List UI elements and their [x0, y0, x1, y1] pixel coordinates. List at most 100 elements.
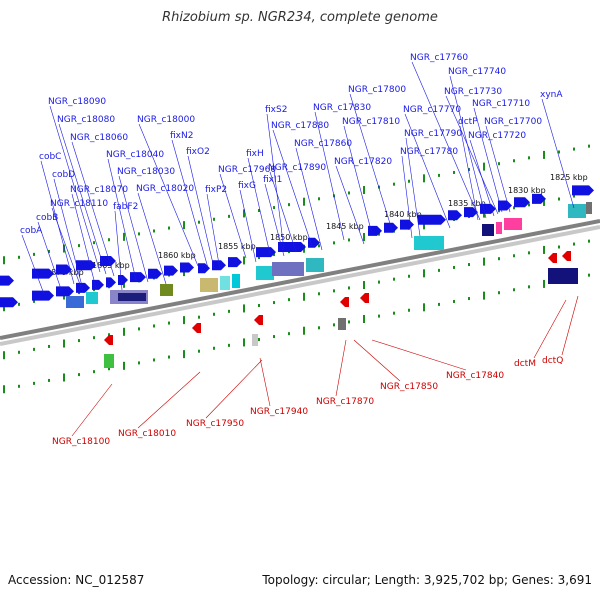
gene-label-cobb[interactable]: cobB — [36, 213, 58, 223]
gene-leader-line — [118, 175, 149, 283]
feature-box — [118, 293, 146, 301]
gene-label-fixp2[interactable]: fixP2 — [205, 185, 227, 195]
gene-label-ngr_c17830[interactable]: NGR_c17830 — [313, 103, 371, 113]
feature-box — [272, 262, 304, 276]
gene-leader-line — [272, 129, 313, 247]
gene-label-ngr_c17710[interactable]: NGR_c17710 — [472, 99, 530, 109]
gene-label-ngr_c17700[interactable]: NGR_c17700 — [484, 117, 542, 127]
bottom-gene-labels: dctQ dctM NGR_c17840 NGR_c17850 NGR_c17870 NG… — [52, 295, 579, 447]
forward-gene-arrow — [498, 200, 512, 211]
gene-leader-line — [219, 173, 247, 259]
forward-gene-arrow — [368, 225, 382, 236]
gene-leader-line — [335, 339, 347, 397]
gene-label-dctp[interactable]: dctP — [458, 117, 478, 127]
reverse-gene-arrow — [340, 297, 349, 307]
scale-label: 1825 kbp — [550, 173, 588, 182]
gene-leader-line — [269, 171, 297, 253]
forward-gene-arrow — [76, 282, 90, 293]
gene-leader-line — [58, 123, 107, 275]
gene-label-ngr_c17870[interactable]: NGR_c17870 — [316, 397, 374, 407]
gene-label-cobc[interactable]: cobC — [39, 152, 61, 162]
gene-label-ngr_c18010[interactable]: NGR_c18010 — [118, 429, 176, 439]
gene-leader-line — [53, 178, 83, 287]
forward-gene-arrow — [92, 279, 104, 290]
forward-gene-arrow — [198, 263, 210, 274]
gene-label-coba[interactable]: cobA — [20, 226, 43, 236]
gene-leader-line — [335, 165, 365, 245]
gene-leader-line — [449, 75, 487, 219]
gene-label-ngr_c17960[interactable]: NGR_c17960 — [218, 165, 276, 175]
gene-label-ngr_c17850[interactable]: NGR_c17850 — [380, 382, 438, 392]
gene-label-ngr_c18020[interactable]: NGR_c18020 — [136, 184, 194, 194]
gene-label-ngr_c17740[interactable]: NGR_c17740 — [448, 67, 506, 77]
gene-label-ngr_c18030[interactable]: NGR_c18030 — [117, 167, 175, 177]
gene-label-fixo2[interactable]: fixO2 — [186, 147, 210, 157]
gene-label-ngr_c18040[interactable]: NGR_c18040 — [106, 150, 164, 160]
gene-leader-line — [259, 357, 271, 407]
feature-box — [306, 258, 324, 272]
scale-label: 1840 kbp — [384, 210, 422, 219]
gene-label-fixh[interactable]: fixH — [246, 149, 264, 159]
gene-label-ngr_c17800[interactable]: NGR_c17800 — [348, 85, 406, 95]
gene-leader-line — [205, 359, 263, 419]
gene-label-ngr_c17840[interactable]: NGR_c17840 — [446, 371, 504, 381]
forward-gene-arrow — [180, 262, 194, 273]
gene-label-fixs2[interactable]: fixS2 — [265, 105, 287, 115]
gene-label-fabf2[interactable]: fabF2 — [113, 202, 138, 212]
gene-leader-line — [405, 137, 421, 237]
map-title: Rhizobium sp. NGR234, complete genome — [162, 10, 438, 25]
gene-label-fixi1[interactable]: fixI1 — [263, 175, 282, 185]
gene-leader-line — [561, 295, 579, 356]
feature-box — [86, 292, 98, 304]
feature-box — [200, 278, 218, 292]
tick-row-lower — [3, 239, 590, 360]
gene-label-ngr_c17940[interactable]: NGR_c17940 — [250, 407, 308, 417]
gene-label-ngr_c17860[interactable]: NGR_c17860 — [294, 139, 352, 149]
backbone-line — [0, 219, 600, 340]
gene-leader-line — [137, 371, 201, 429]
gene-label-dctq[interactable]: dctQ — [542, 356, 563, 366]
gene-leader-line — [21, 234, 45, 295]
gene-label-ngr_c18100[interactable]: NGR_c18100 — [52, 437, 110, 447]
gene-label-ngr_c18000[interactable]: NGR_c18000 — [137, 115, 195, 125]
gene-leader-line — [485, 125, 511, 213]
forward-gene-arrow — [148, 268, 162, 279]
gene-leader-line — [445, 95, 499, 215]
gene-label-ngr_c18070[interactable]: NGR_c18070 — [70, 185, 128, 195]
reverse-genes — [104, 251, 571, 345]
gene-label-ngr_c18090[interactable]: NGR_c18090 — [48, 97, 106, 107]
gene-leader-line — [459, 125, 479, 221]
gene-label-ngr_c17780[interactable]: NGR_c17780 — [400, 147, 458, 157]
reverse-gene-arrow — [360, 293, 369, 303]
gene-leader-line — [239, 189, 257, 263]
forward-gene-arrow — [0, 297, 18, 308]
forward-gene-arrow — [56, 286, 74, 297]
gene-label-dctm[interactable]: dctM — [514, 359, 536, 369]
gene-leader-line — [314, 111, 345, 241]
gene-leader-line — [171, 139, 209, 269]
gene-label-cobd[interactable]: cobD — [52, 170, 75, 180]
gene-label-ngr_c18080[interactable]: NGR_c18080 — [57, 115, 115, 125]
gene-label-ngr_c17720[interactable]: NGR_c17720 — [468, 131, 526, 141]
gene-label-ngr_c17810[interactable]: NGR_c17810 — [342, 117, 400, 127]
gene-leader-line — [107, 158, 137, 281]
gene-label-ngr_c18060[interactable]: NGR_c18060 — [70, 133, 128, 143]
gene-label-ngr_c17880[interactable]: NGR_c17880 — [271, 121, 329, 131]
gene-label-ngr_c18110[interactable]: NGR_c18110 — [50, 199, 108, 209]
gene-label-ngr_c17790[interactable]: NGR_c17790 — [404, 129, 462, 139]
gene-label-fixg[interactable]: fixG — [238, 181, 256, 191]
gene-label-ngr_c17770[interactable]: NGR_c17770 — [403, 105, 461, 115]
gene-label-ngr_c17730[interactable]: NGR_c17730 — [444, 87, 502, 97]
gene-label-ngr_c17890[interactable]: NGR_c17890 — [268, 163, 326, 173]
forward-gene-arrow — [32, 290, 54, 301]
gene-label-ngr_c17950[interactable]: NGR_c17950 — [186, 419, 244, 429]
gene-label-ngr_c17820[interactable]: NGR_c17820 — [334, 157, 392, 167]
gene-leader-line — [266, 113, 285, 251]
gene-label-xyna[interactable]: xynA — [540, 90, 563, 100]
gene-label-ngr_c17760[interactable]: NGR_c17760 — [410, 53, 468, 63]
gene-label-fixn2[interactable]: fixN2 — [170, 131, 193, 141]
feature-box — [104, 354, 114, 368]
feature-boxes — [66, 202, 592, 368]
gene-leader-line — [404, 113, 451, 229]
